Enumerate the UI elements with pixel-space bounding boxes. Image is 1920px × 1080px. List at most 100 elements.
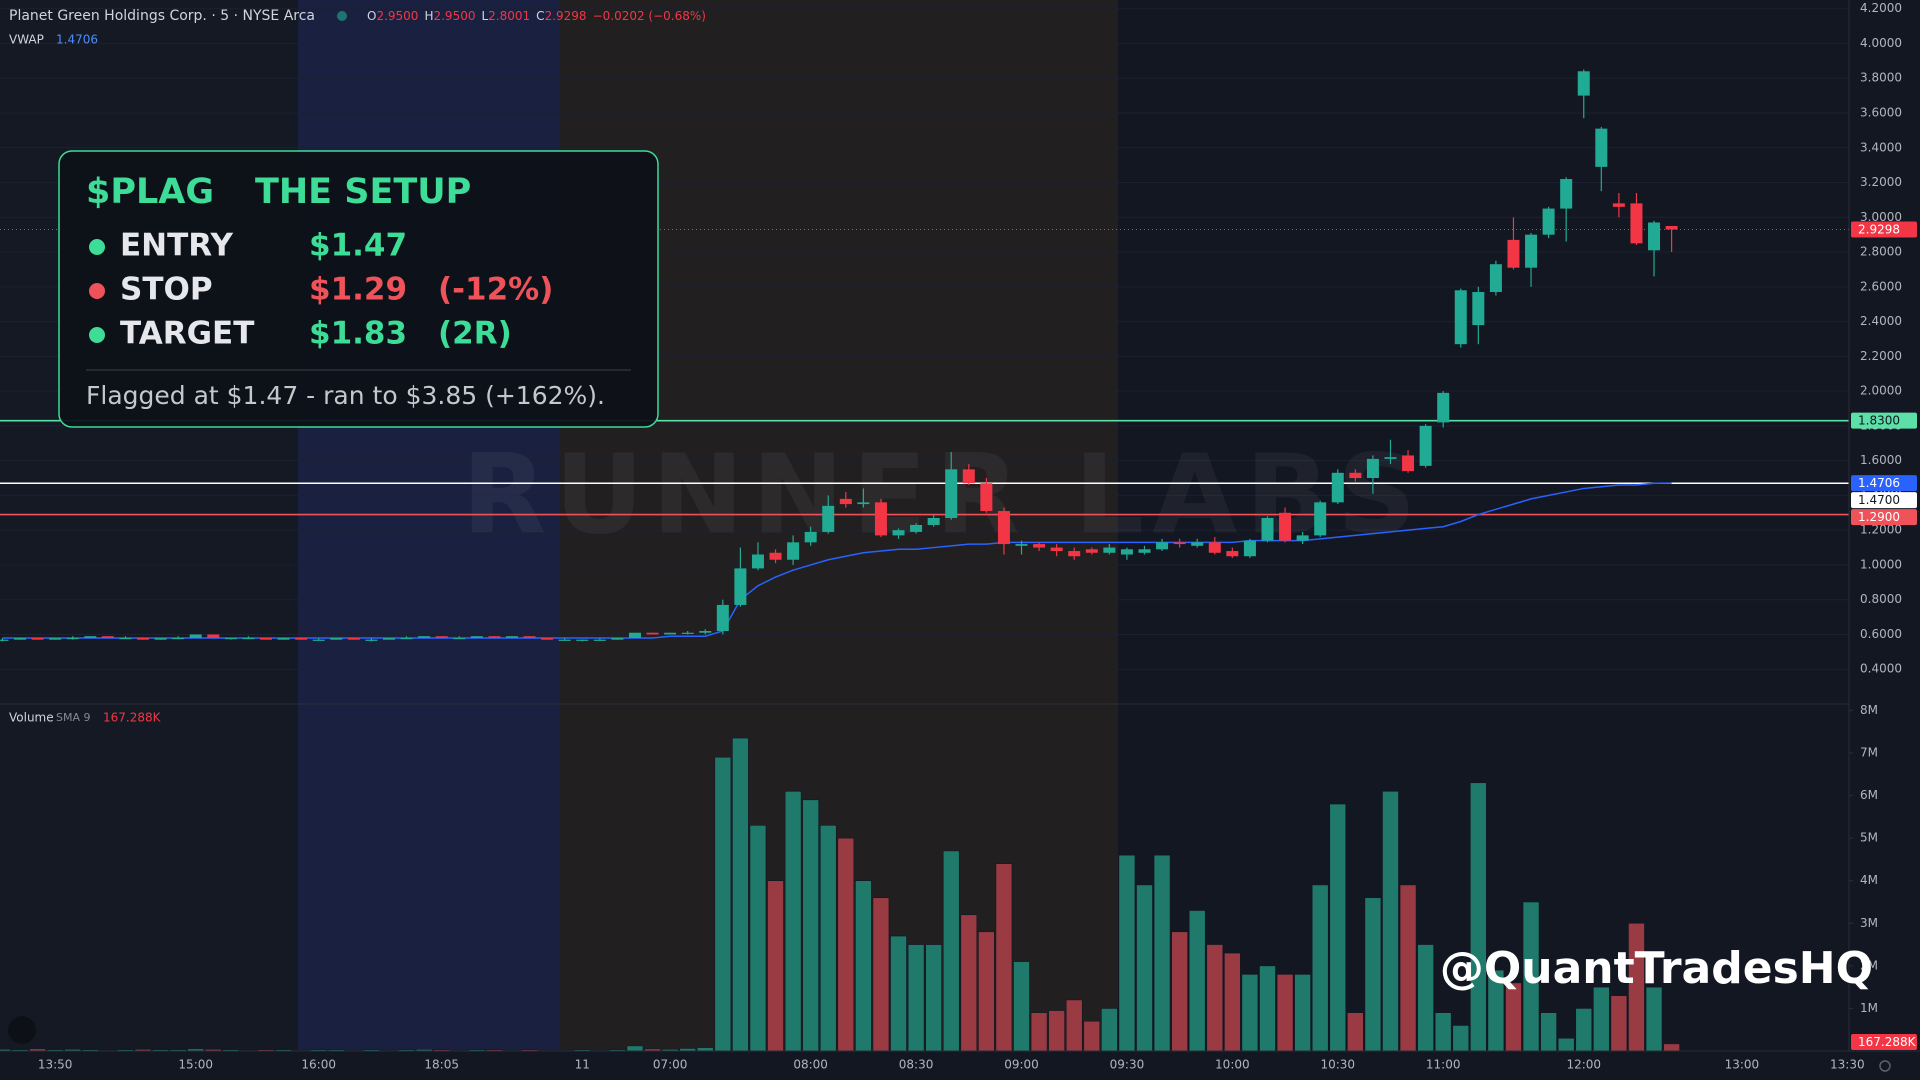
candle-body [1156, 542, 1169, 550]
candle-body [628, 632, 641, 638]
ohlc-value: 2.9500 [376, 9, 418, 23]
price-tag [1851, 492, 1917, 509]
candle-body [576, 639, 589, 641]
volume-bar [1030, 1012, 1048, 1052]
candle-body [505, 636, 518, 638]
candle-body [980, 483, 993, 512]
volume-bar [1347, 1012, 1364, 1052]
card-frame [58, 150, 659, 428]
x-tick-label: 11 [575, 1058, 590, 1072]
volume-bar [1259, 965, 1276, 1052]
candle-body [1296, 535, 1309, 541]
candle-body [1525, 234, 1538, 268]
candle-body [1577, 71, 1590, 96]
change: −0.0202 (−0.68%) [593, 9, 706, 23]
candle-body [418, 636, 431, 638]
volume-bar [714, 756, 732, 1052]
ohlc-key: L [481, 9, 488, 23]
candle-body [681, 632, 694, 634]
volume-bar [837, 837, 855, 1052]
candle-body [927, 518, 940, 525]
candle-body [1437, 392, 1450, 423]
candle-body [1085, 549, 1098, 553]
candle-body [874, 502, 887, 536]
candle-body [664, 632, 677, 635]
candle-body [1648, 222, 1661, 251]
candle-body [1542, 208, 1555, 235]
x-tick-label: 09:30 [1110, 1058, 1145, 1072]
candle-body [1120, 549, 1133, 555]
volume-bar [1575, 1008, 1593, 1052]
y-tick-label: 8M [1860, 703, 1878, 717]
settings-icon[interactable] [1879, 1060, 1891, 1072]
candle-body [1050, 547, 1063, 552]
x-tick-label: 13:50 [38, 1058, 73, 1072]
x-tick-label: 15:00 [178, 1058, 213, 1072]
axis-background [1849, 0, 1920, 1080]
candle-body [119, 637, 132, 640]
volume-bar [872, 897, 890, 1052]
candle-body [839, 498, 852, 505]
volume-bar [1294, 974, 1311, 1052]
ohlc-key: O [367, 9, 376, 23]
candle-body [101, 636, 114, 638]
row-value: $1.83 [309, 316, 407, 352]
candle-body [787, 542, 800, 560]
x-tick-label: 08:30 [899, 1058, 934, 1072]
candle-body [1314, 502, 1327, 536]
y-tick-label: 0.4000 [1860, 662, 1902, 676]
candle-body [593, 639, 606, 641]
candle-body [382, 637, 395, 640]
volume-name: Volume [9, 711, 54, 725]
volume-bar [1663, 1043, 1680, 1052]
candle-body [14, 637, 27, 640]
candle-body [1612, 203, 1625, 207]
volume-bar [1645, 986, 1663, 1052]
candle-body [1103, 547, 1116, 553]
candle-body [330, 637, 343, 640]
legend: Planet Green Holdings Corp. · 5 · NYSE A… [9, 8, 706, 725]
y-tick-label: 2.0000 [1860, 384, 1902, 398]
volume-bar [1241, 974, 1259, 1052]
x-tick-label: 07:00 [653, 1058, 688, 1072]
candle-body [611, 637, 624, 640]
y-tick-label: 3.8000 [1860, 71, 1902, 85]
candle-body [1138, 549, 1151, 553]
candle-body [66, 637, 79, 640]
row-note: (2R) [438, 316, 512, 352]
volume-bar [1452, 1025, 1470, 1052]
x-tick-label: 13:30 [1830, 1058, 1865, 1072]
volume-bar [925, 944, 942, 1052]
volume-bar [1399, 884, 1417, 1052]
volume-bar [1083, 1020, 1101, 1052]
x-tick-label: 09:00 [1004, 1058, 1039, 1072]
price-tag [1851, 475, 1917, 492]
status-dot [337, 11, 347, 21]
y-tick-label: 2.8000 [1860, 245, 1902, 259]
volume-bar [1013, 961, 1030, 1052]
price-tag-label: 1.4706 [1858, 476, 1900, 490]
candle-body [49, 637, 62, 640]
candle-body [558, 639, 571, 641]
x-tick-label: 10:00 [1215, 1058, 1250, 1072]
candle-body [962, 469, 975, 484]
candle-body [1419, 425, 1432, 466]
candle-body [646, 632, 659, 635]
candle-body [1208, 542, 1221, 553]
ohlc-value: 2.9298 [545, 9, 587, 23]
candle-body [1015, 544, 1028, 546]
y-tick-label: 6M [1860, 788, 1878, 802]
volume-bar [1470, 782, 1487, 1052]
ohlc-value: 2.8001 [488, 9, 530, 23]
volume-bar [1224, 952, 1241, 1052]
candle-body [1331, 472, 1344, 503]
candle-body [347, 637, 360, 640]
candle-body [470, 636, 483, 638]
candle-body [453, 637, 466, 640]
candle-body [699, 630, 712, 633]
candle-body [0, 639, 9, 641]
volume-bar [1382, 790, 1399, 1052]
candle-body [1507, 239, 1520, 268]
